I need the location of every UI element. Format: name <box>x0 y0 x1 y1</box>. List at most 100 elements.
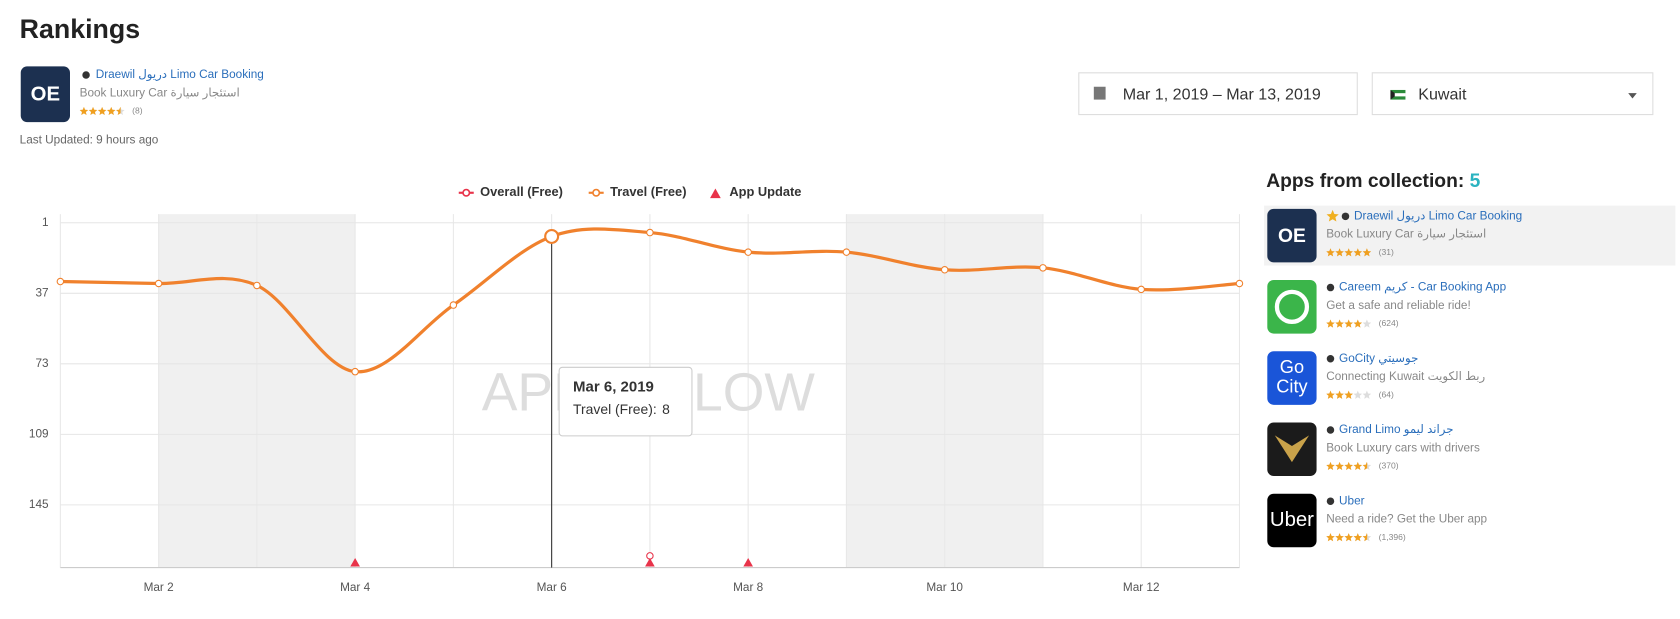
x-tick-label: Mar 8 <box>733 581 764 594</box>
point-marker <box>842 248 851 256</box>
app-description: Need a ride? Get the Uber app <box>1326 513 1487 526</box>
point-marker <box>1235 279 1244 288</box>
favorite-star <box>1326 209 1339 222</box>
point-marker <box>253 281 261 290</box>
app-icon-logo <box>1274 289 1310 324</box>
point-marker <box>1137 285 1145 294</box>
app-update-marker <box>743 557 753 567</box>
legend-label[interactable]: App Update <box>729 184 801 199</box>
rating-count: (624) <box>1379 318 1399 328</box>
app-list: OE Draewil دريول Limo Car Booking Book Lux… <box>1264 205 1676 548</box>
point-marker <box>1039 264 1047 272</box>
app-update-marker <box>645 557 655 567</box>
star-rating <box>1326 390 1372 399</box>
app-icon <box>1267 280 1317 334</box>
star-rating <box>79 106 125 116</box>
apple-icon <box>1326 355 1335 363</box>
point-marker <box>940 266 949 274</box>
x-tick-label: Mar 10 <box>926 581 963 594</box>
country[interactable]: Kuwait <box>1418 86 1467 104</box>
star-rating <box>1326 319 1372 328</box>
x-tick-label: Mar 4 <box>340 581 371 594</box>
app-icon-text: Uber <box>1270 509 1314 531</box>
y-tick-label: 1 <box>42 216 49 229</box>
legend-marker <box>710 188 721 199</box>
collection-count: 5 <box>1470 171 1481 192</box>
star-fill <box>1326 319 1363 328</box>
app-icon-logo: OE <box>1278 226 1306 247</box>
app-icon-text: City <box>1276 376 1308 396</box>
x-tick-label: Mar 12 <box>1123 581 1160 594</box>
app-icon-text: Go <box>1280 357 1304 377</box>
point-marker <box>351 367 359 376</box>
collection-title-text: Apps from collection: <box>1266 171 1464 192</box>
app-icon <box>1267 351 1317 405</box>
app-name[interactable]: Careem كريم - Car Booking App <box>1339 281 1507 295</box>
point-marker <box>744 248 752 256</box>
app-update-marker <box>350 557 360 567</box>
country-select[interactable] <box>1371 72 1654 116</box>
y-tick-label: 145 <box>29 498 49 511</box>
app-description: Connecting Kuwait ربط الكويت <box>1326 370 1485 384</box>
app-subtitle: Book Luxury Car استئجار سيارة <box>80 86 240 100</box>
legend-marker <box>592 188 601 197</box>
chart: Mar 2 Mar 4 Mar 6 Mar 8 Mar 10 Mar 12 1 37 73 109… <box>29 184 1244 594</box>
app-icon <box>1267 208 1317 263</box>
tooltip-row: Travel (Free): 8 <box>573 401 670 417</box>
app-description: Book Luxury Car استئجار سيارة <box>1326 228 1486 242</box>
hover-marker <box>544 228 560 244</box>
app-description: Get a safe and reliable ride! <box>1326 299 1471 312</box>
apple-icon <box>1326 497 1335 505</box>
app-icon-logo <box>1274 435 1310 463</box>
tooltip-label: Travel (Free): <box>573 401 657 417</box>
star-fill <box>1326 248 1372 257</box>
app-icon <box>1267 493 1317 548</box>
app-icon-logo: OE <box>31 84 60 106</box>
rating-count: (8) <box>132 106 143 116</box>
point-marker <box>56 277 65 286</box>
app-description: Book Luxury cars with drivers <box>1326 441 1480 454</box>
legend-marker <box>462 188 471 197</box>
star-fill <box>79 106 121 116</box>
point-marker <box>154 279 163 288</box>
date-range[interactable]: Mar 1, 2019 – Mar 13, 2019 <box>1123 86 1321 104</box>
legend-label[interactable]: Overall (Free) <box>480 184 563 199</box>
apple-icon <box>1326 283 1335 292</box>
legend-label[interactable]: Travel (Free) <box>610 184 686 199</box>
star-rating <box>1326 461 1372 471</box>
apple-icon <box>82 71 90 79</box>
rating-count: (370) <box>1379 461 1399 471</box>
app-name[interactable]: Draewil دريول Limo Car Booking <box>1354 209 1522 223</box>
app-name[interactable]: Draewil دريول Limo Car Booking <box>96 68 264 82</box>
flag-stripe <box>1390 93 1406 97</box>
tooltip-box <box>558 366 693 437</box>
page-title: Rankings <box>20 14 140 44</box>
tooltip-value: 8 <box>662 401 670 417</box>
y-tick-label: 73 <box>35 357 49 370</box>
last-updated: Last Updated: 9 hours ago <box>20 133 159 146</box>
app-name[interactable]: Grand Limo جراند ليمو <box>1339 423 1454 437</box>
dropdown-arrow <box>1628 93 1637 99</box>
date-picker[interactable] <box>1078 72 1358 116</box>
app-icon <box>20 66 70 123</box>
star-rating <box>1326 248 1372 257</box>
y-tick-label: 37 <box>35 286 48 299</box>
star-fill <box>1326 533 1368 542</box>
star-rating <box>1326 533 1372 542</box>
flag-stripe <box>1390 89 1395 100</box>
rating-count: (1,396) <box>1379 532 1406 542</box>
star-fill <box>1326 390 1354 399</box>
apple-icon <box>1341 212 1350 221</box>
point-marker <box>449 301 458 309</box>
apple-icon <box>1326 426 1335 434</box>
collection-title: Apps from collection: 5 <box>1266 171 1480 192</box>
point-marker <box>646 228 654 237</box>
app-name[interactable]: Uber <box>1339 494 1365 507</box>
x-tick-label: Mar 6 <box>537 581 568 594</box>
x-tick-label: Mar 2 <box>144 581 174 594</box>
app-name[interactable]: GoCity جوسيتي <box>1339 352 1418 366</box>
rating-count: (64) <box>1379 389 1394 399</box>
rating-count: (31) <box>1379 247 1394 257</box>
